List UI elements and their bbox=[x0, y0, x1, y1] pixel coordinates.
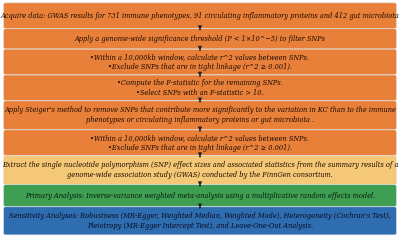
Text: Apply a genome-wide significance threshold (P < 1×10^−5) to filter SNPs: Apply a genome-wide significance thresho… bbox=[74, 35, 326, 43]
Text: Extract the single nucleotide polymorphism (SNP) effect sizes and associated sta: Extract the single nucleotide polymorphi… bbox=[2, 161, 398, 179]
FancyBboxPatch shape bbox=[4, 29, 396, 49]
FancyBboxPatch shape bbox=[4, 185, 396, 206]
FancyBboxPatch shape bbox=[4, 156, 396, 184]
Text: •Within a 10,000kb window, calculate r^2 values between SNPs.
•Exclude SNPs that: •Within a 10,000kb window, calculate r^2… bbox=[90, 134, 310, 151]
FancyBboxPatch shape bbox=[4, 75, 396, 100]
Text: Sensitivity Analyses: Robustness (MR-Egger, Weighted Median, Weighted Mode), Het: Sensitivity Analyses: Robustness (MR-Egg… bbox=[9, 212, 391, 230]
FancyBboxPatch shape bbox=[4, 49, 396, 75]
Text: •Within a 10,000kb window, calculate r^2 values between SNPs.
•Exclude SNPs that: •Within a 10,000kb window, calculate r^2… bbox=[90, 53, 310, 71]
FancyBboxPatch shape bbox=[4, 130, 396, 155]
Text: Apply Steiger's method to remove SNPs that contribute more significantly to the : Apply Steiger's method to remove SNPs th… bbox=[4, 106, 396, 124]
FancyBboxPatch shape bbox=[4, 101, 396, 130]
Text: •Compute the F-statistic for the remaining SNPs.
•Select SNPs with an F-statisti: •Compute the F-statistic for the remaini… bbox=[117, 79, 283, 97]
Text: Primary Analysis: Inverse-variance weighted meta-analysis using a multiplicative: Primary Analysis: Inverse-variance weigh… bbox=[25, 192, 375, 200]
FancyBboxPatch shape bbox=[4, 207, 396, 235]
FancyBboxPatch shape bbox=[4, 3, 396, 28]
Text: Acquire data: GWAS results for 731 immune phenotypes, 91 circulating inflammator: Acquire data: GWAS results for 731 immun… bbox=[0, 12, 400, 20]
